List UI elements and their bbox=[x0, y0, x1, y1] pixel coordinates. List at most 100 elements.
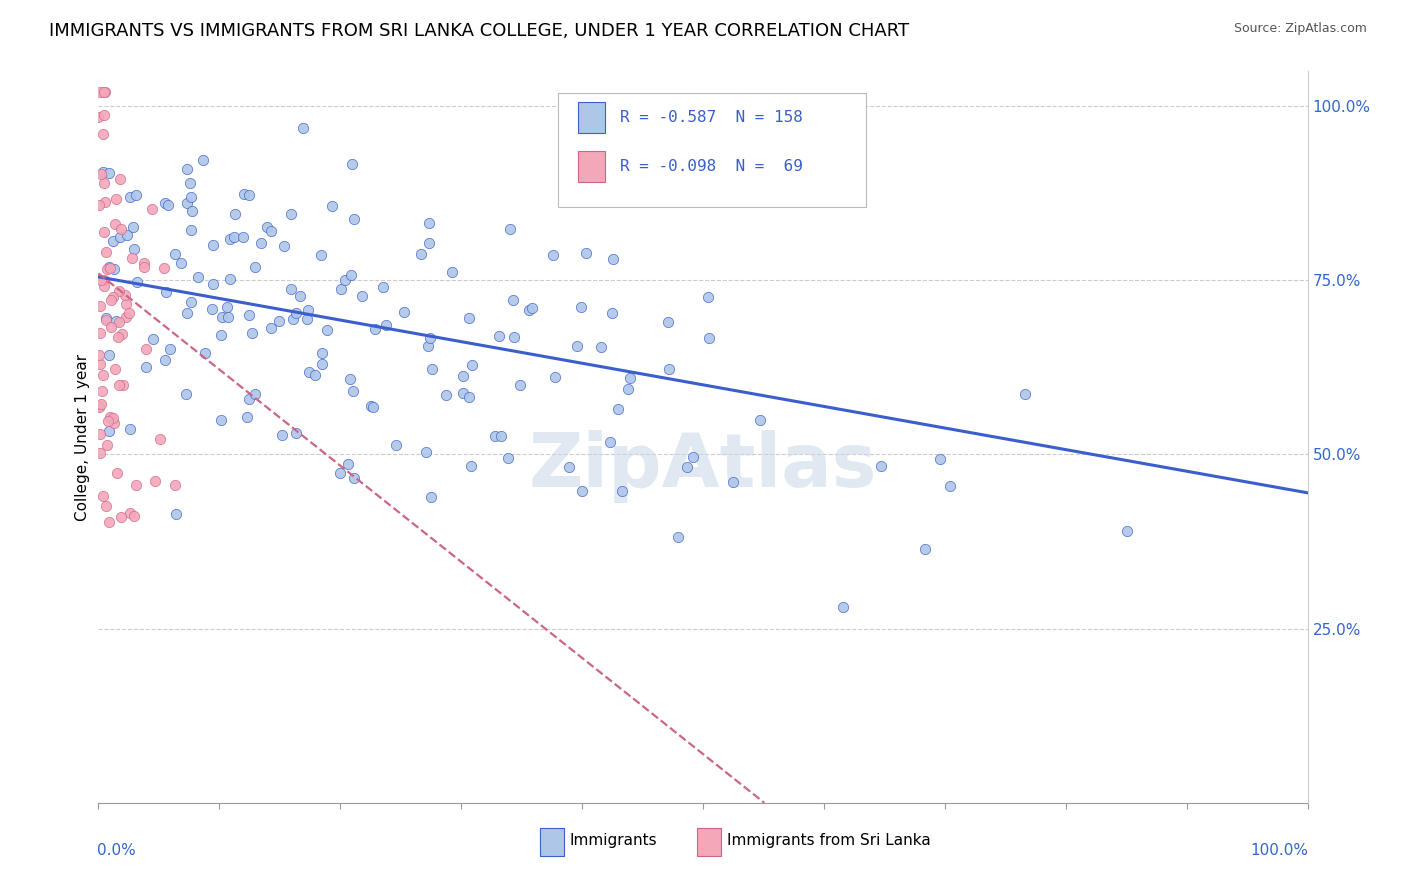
Text: 0.0%: 0.0% bbox=[97, 843, 136, 858]
Point bbox=[93, 225, 115, 239]
Point bbox=[567, 338, 589, 352]
Point bbox=[87, 198, 110, 212]
Point bbox=[491, 429, 513, 443]
Point bbox=[411, 247, 433, 261]
Point bbox=[152, 260, 174, 275]
Point bbox=[105, 314, 128, 328]
Point bbox=[457, 390, 479, 404]
Point bbox=[699, 330, 721, 344]
Point bbox=[219, 272, 242, 286]
Point bbox=[104, 361, 127, 376]
Point bbox=[120, 190, 142, 204]
Point bbox=[224, 207, 246, 221]
Point bbox=[165, 508, 187, 522]
Point bbox=[233, 187, 256, 202]
Point bbox=[374, 318, 396, 332]
Point bbox=[125, 478, 148, 492]
Point bbox=[108, 315, 131, 329]
Point bbox=[304, 368, 326, 383]
Point bbox=[96, 244, 118, 259]
Point bbox=[316, 323, 339, 337]
Point bbox=[176, 305, 198, 319]
Point bbox=[91, 127, 114, 141]
Point bbox=[180, 294, 202, 309]
Point bbox=[619, 371, 641, 385]
Point bbox=[100, 320, 122, 334]
Point bbox=[120, 422, 142, 436]
Point bbox=[238, 392, 260, 407]
Point bbox=[832, 600, 855, 615]
Point bbox=[238, 308, 260, 322]
Point bbox=[384, 438, 406, 452]
Point bbox=[201, 238, 224, 252]
Point bbox=[155, 285, 177, 299]
Point bbox=[360, 399, 382, 413]
Point bbox=[617, 383, 640, 397]
Point bbox=[416, 339, 439, 353]
Point bbox=[392, 305, 415, 319]
Point bbox=[209, 327, 232, 342]
Point bbox=[571, 483, 593, 498]
Point bbox=[361, 400, 384, 414]
Point bbox=[97, 413, 120, 427]
Point bbox=[245, 386, 267, 401]
Point bbox=[311, 357, 333, 371]
Point bbox=[249, 236, 271, 251]
Point bbox=[440, 265, 463, 279]
Point bbox=[658, 362, 681, 376]
Point bbox=[163, 477, 186, 491]
Point bbox=[176, 196, 198, 211]
Point bbox=[270, 427, 292, 442]
Point bbox=[98, 348, 121, 362]
Text: IMMIGRANTS VS IMMIGRANTS FROM SRI LANKA COLLEGE, UNDER 1 YEAR CORRELATION CHART: IMMIGRANTS VS IMMIGRANTS FROM SRI LANKA … bbox=[49, 22, 910, 40]
Point bbox=[600, 305, 623, 319]
Point bbox=[97, 166, 120, 180]
Bar bbox=[697, 829, 721, 856]
Point bbox=[94, 195, 117, 210]
Point bbox=[96, 313, 118, 327]
Point bbox=[558, 460, 581, 475]
Point bbox=[280, 282, 302, 296]
Bar bbox=[578, 102, 605, 133]
Point bbox=[343, 471, 366, 485]
Point bbox=[89, 426, 111, 441]
Point bbox=[98, 410, 121, 425]
Point bbox=[543, 370, 565, 384]
Point bbox=[569, 300, 592, 314]
Point bbox=[589, 340, 612, 354]
Point bbox=[256, 219, 278, 234]
Point bbox=[453, 385, 475, 400]
Point bbox=[461, 358, 484, 372]
Point bbox=[100, 293, 122, 307]
Point bbox=[502, 293, 524, 308]
Point bbox=[115, 227, 138, 242]
Point bbox=[420, 361, 443, 376]
Text: ZipAtlas: ZipAtlas bbox=[529, 430, 877, 503]
Point bbox=[1014, 387, 1036, 401]
Point bbox=[87, 399, 110, 413]
Point bbox=[284, 425, 307, 440]
Point bbox=[107, 329, 129, 343]
Point bbox=[101, 411, 124, 425]
Point bbox=[350, 289, 373, 303]
Point bbox=[108, 284, 131, 298]
Point bbox=[93, 368, 115, 383]
Point bbox=[93, 107, 115, 121]
Point bbox=[232, 229, 254, 244]
Point bbox=[114, 297, 136, 311]
Point bbox=[928, 451, 950, 466]
Point bbox=[339, 372, 361, 386]
Point bbox=[602, 252, 624, 267]
Point bbox=[194, 345, 217, 359]
Bar bbox=[540, 829, 564, 856]
Point bbox=[509, 377, 531, 392]
Point bbox=[87, 400, 110, 414]
Point bbox=[111, 326, 134, 341]
Point bbox=[243, 260, 266, 274]
Point bbox=[219, 232, 242, 246]
Point bbox=[93, 273, 115, 287]
Point bbox=[201, 302, 224, 317]
Point bbox=[101, 289, 124, 303]
Point bbox=[132, 260, 155, 274]
Point bbox=[298, 365, 321, 379]
